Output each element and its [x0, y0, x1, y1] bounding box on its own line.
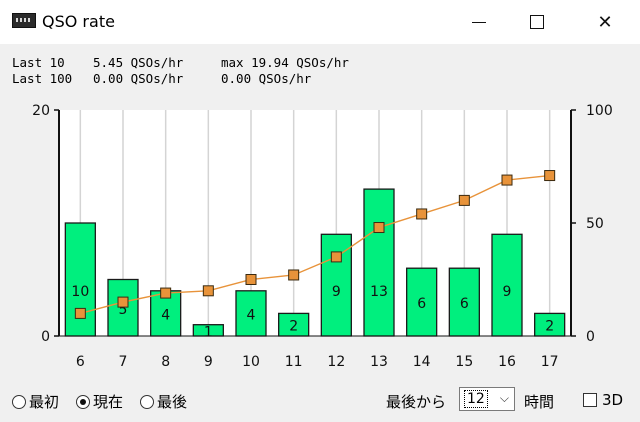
last10-label: Last 10: [12, 55, 65, 70]
checkbox-3d-box[interactable]: [583, 393, 597, 407]
last100-label: Last 100: [12, 71, 73, 86]
bar-label: 4: [161, 307, 170, 323]
x-tick-label: 9: [204, 354, 213, 370]
radio-app-icon: [12, 13, 36, 28]
x-tick-label: 7: [119, 354, 128, 370]
checkbox-3d-label: 3D: [602, 391, 624, 409]
cumulative-point: [245, 274, 257, 285]
bar-label: 9: [332, 284, 341, 300]
radio-first-circle[interactable]: [12, 394, 26, 409]
bar: [235, 290, 267, 337]
hours-select[interactable]: 12 ⌵: [459, 387, 515, 411]
checkbox-3d[interactable]: 3D: [583, 391, 623, 409]
x-tick-label: 8: [161, 354, 170, 370]
cumulative-point: [74, 307, 86, 319]
bar: [363, 188, 395, 337]
cumulative-point: [416, 208, 428, 220]
radio-first[interactable]: 最初: [12, 391, 59, 412]
bar-label: 6: [417, 296, 426, 312]
bar-label: 2: [545, 319, 554, 335]
secondary-rate: 0.00 QSOs/hr: [221, 71, 312, 86]
radio-last[interactable]: 最後: [140, 391, 187, 412]
cumulative-point: [458, 194, 470, 206]
last10-rate: 5.45 QSOs/hr: [93, 55, 184, 70]
bar: [448, 267, 480, 337]
from-last-label: 最後から: [386, 393, 447, 411]
cumulative-point: [160, 287, 172, 299]
cumulative-line: [80, 174, 550, 315]
left-tick-label: 0: [41, 329, 50, 345]
bar-label: 2: [289, 319, 298, 335]
bar-label: 5: [119, 302, 128, 318]
radio-last-circle[interactable]: [140, 394, 154, 409]
plot-area: [59, 110, 571, 336]
radio-current-circle[interactable]: [76, 394, 90, 409]
x-tick-label: 15: [455, 354, 473, 370]
window-title: QSO rate: [42, 12, 115, 31]
hours-value: 12: [464, 390, 488, 408]
right-tick-label: 100: [586, 103, 613, 119]
cumulative-point: [373, 222, 385, 234]
close-button[interactable]: ✕: [582, 0, 628, 44]
cumulative-point: [544, 170, 556, 182]
left-tick-label: 20: [32, 103, 50, 119]
cumulative-point: [202, 285, 214, 297]
hours-label: 時間: [524, 393, 555, 411]
cumulative-point: [330, 251, 342, 263]
last100-rate: 0.00 QSOs/hr: [93, 71, 184, 86]
max-rate: max 19.94 QSOs/hr: [221, 55, 349, 70]
bar-label: 9: [503, 284, 512, 300]
chevron-down-icon[interactable]: ⌵: [499, 391, 509, 405]
bar-label: 13: [370, 284, 388, 300]
right-tick-label: 0: [586, 329, 595, 345]
minimize-button[interactable]: [456, 0, 502, 44]
radio-first-label: 最初: [29, 393, 60, 411]
x-tick-label: 10: [242, 354, 260, 370]
title-bar: QSO rate ✕: [0, 0, 640, 44]
x-tick-label: 11: [285, 354, 303, 370]
cumulative-point: [288, 269, 300, 281]
radio-current-label: 現在: [93, 393, 124, 411]
radio-last-label: 最後: [157, 393, 188, 411]
x-tick-label: 6: [76, 354, 85, 370]
right-tick-label: 50: [586, 216, 604, 232]
bar: [491, 233, 523, 337]
x-tick-label: 13: [370, 354, 388, 370]
x-tick-label: 16: [498, 354, 516, 370]
maximize-button[interactable]: [514, 0, 560, 44]
x-tick-label: 14: [413, 354, 431, 370]
close-icon: ✕: [597, 11, 613, 33]
bar-label: 6: [460, 296, 469, 312]
radio-current[interactable]: 現在: [76, 391, 123, 412]
bar: [64, 222, 96, 337]
bar-label: 1: [204, 324, 213, 340]
bar-label: 4: [247, 307, 256, 323]
x-tick-label: 12: [327, 354, 345, 370]
x-tick-label: 17: [541, 354, 559, 370]
bar: [320, 233, 352, 337]
bar-label: 10: [71, 284, 89, 300]
cumulative-point: [117, 296, 129, 308]
cumulative-point: [501, 174, 513, 186]
